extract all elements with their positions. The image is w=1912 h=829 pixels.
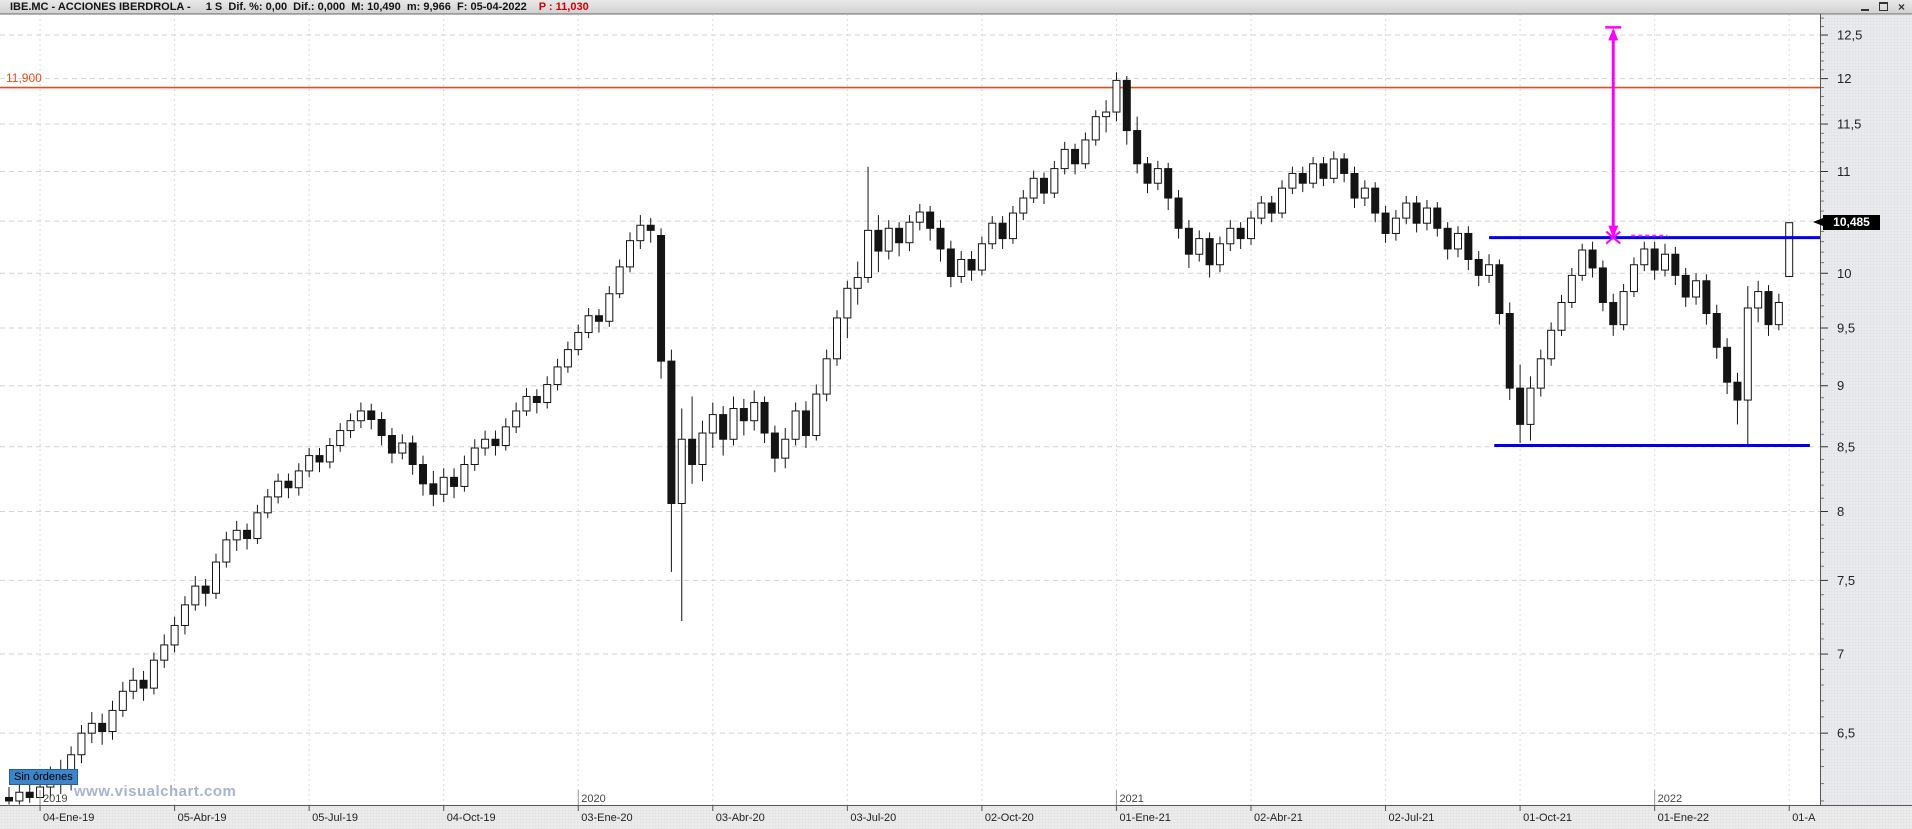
svg-text:01-Ene-22: 01-Ene-22 (1658, 812, 1709, 824)
year-markers: 2019 2020 2021 2022 (39, 790, 1682, 805)
svg-text:7: 7 (1837, 647, 1844, 662)
date-axis[interactable] (0, 806, 1912, 829)
svg-text:03-Ene-20: 03-Ene-20 (581, 812, 632, 824)
svg-text:03-Jul-20: 03-Jul-20 (850, 812, 896, 824)
visualchart-watermark: www.visualchart.com (74, 783, 237, 800)
svg-text:2019: 2019 (43, 793, 67, 805)
date-axis-ticks: 04-Ene-19 05-Abr-19 05-Jul-19 04-Oct-19 03-E… (39, 806, 1816, 824)
svg-text:9: 9 (1837, 378, 1844, 393)
svg-text:03-Abr-20: 03-Abr-20 (716, 812, 765, 824)
svg-text:8,5: 8,5 (1837, 439, 1855, 454)
svg-text:8: 8 (1837, 504, 1844, 519)
svg-text:12,5: 12,5 (1837, 28, 1862, 43)
price-target-label: P : 11,030 (538, 0, 589, 13)
svg-text:2021: 2021 (1119, 793, 1143, 805)
price-axis[interactable] (1821, 14, 1912, 806)
svg-text:11: 11 (1837, 164, 1851, 179)
measure-arrow[interactable] (1605, 26, 1668, 245)
svg-text:01-A: 01-A (1792, 812, 1816, 824)
svg-text:2020: 2020 (581, 793, 605, 805)
svg-text:11,5: 11,5 (1837, 117, 1861, 132)
svg-text:01-Oct-21: 01-Oct-21 (1523, 812, 1572, 824)
close-button[interactable]: × (1897, 0, 1905, 14)
vertical-gridlines (39, 14, 1790, 805)
maximize-button[interactable] (1878, 2, 1889, 12)
chart-title: IBE.MC - ACCIONES IBERDROLA - (10, 0, 194, 13)
svg-text:04-Oct-19: 04-Oct-19 (447, 812, 496, 824)
window-controls: × (1860, 1, 1907, 13)
svg-text:04-Ene-19: 04-Ene-19 (43, 812, 94, 824)
svg-text:05-Abr-19: 05-Abr-19 (178, 812, 227, 824)
svg-text:2022: 2022 (1658, 793, 1682, 805)
minimize-button[interactable] (1860, 2, 1871, 12)
svg-text:12: 12 (1837, 71, 1851, 86)
svg-text:10: 10 (1837, 266, 1851, 281)
plot-borders (0, 14, 1912, 806)
svg-text:6,5: 6,5 (1837, 726, 1855, 741)
svg-text:01-Ene-21: 01-Ene-21 (1119, 812, 1170, 824)
title-bar: IBE.MC - ACCIONES IBERDROLA - 1 S Dif. %… (0, 0, 1912, 14)
svg-text:02-Abr-21: 02-Abr-21 (1254, 812, 1303, 824)
resistance-price-label: 11,900 (6, 71, 42, 85)
no-orders-badge[interactable]: Sin órdenes (9, 769, 78, 785)
svg-text:9,5: 9,5 (1837, 321, 1855, 336)
svg-text:02-Jul-21: 02-Jul-21 (1389, 812, 1435, 824)
candlestick-series (5, 72, 1794, 805)
svg-text:05-Jul-19: 05-Jul-19 (312, 812, 358, 824)
chart-info: 1 S Dif. %: 0,00 Dif.: 0,000 M: 10,490 m… (205, 0, 527, 13)
svg-text:7,5: 7,5 (1837, 573, 1855, 588)
current-price-marker: 10,485 (1813, 215, 1880, 230)
svg-text:02-Oct-20: 02-Oct-20 (985, 812, 1034, 824)
horizontal-gridlines (0, 34, 1820, 734)
